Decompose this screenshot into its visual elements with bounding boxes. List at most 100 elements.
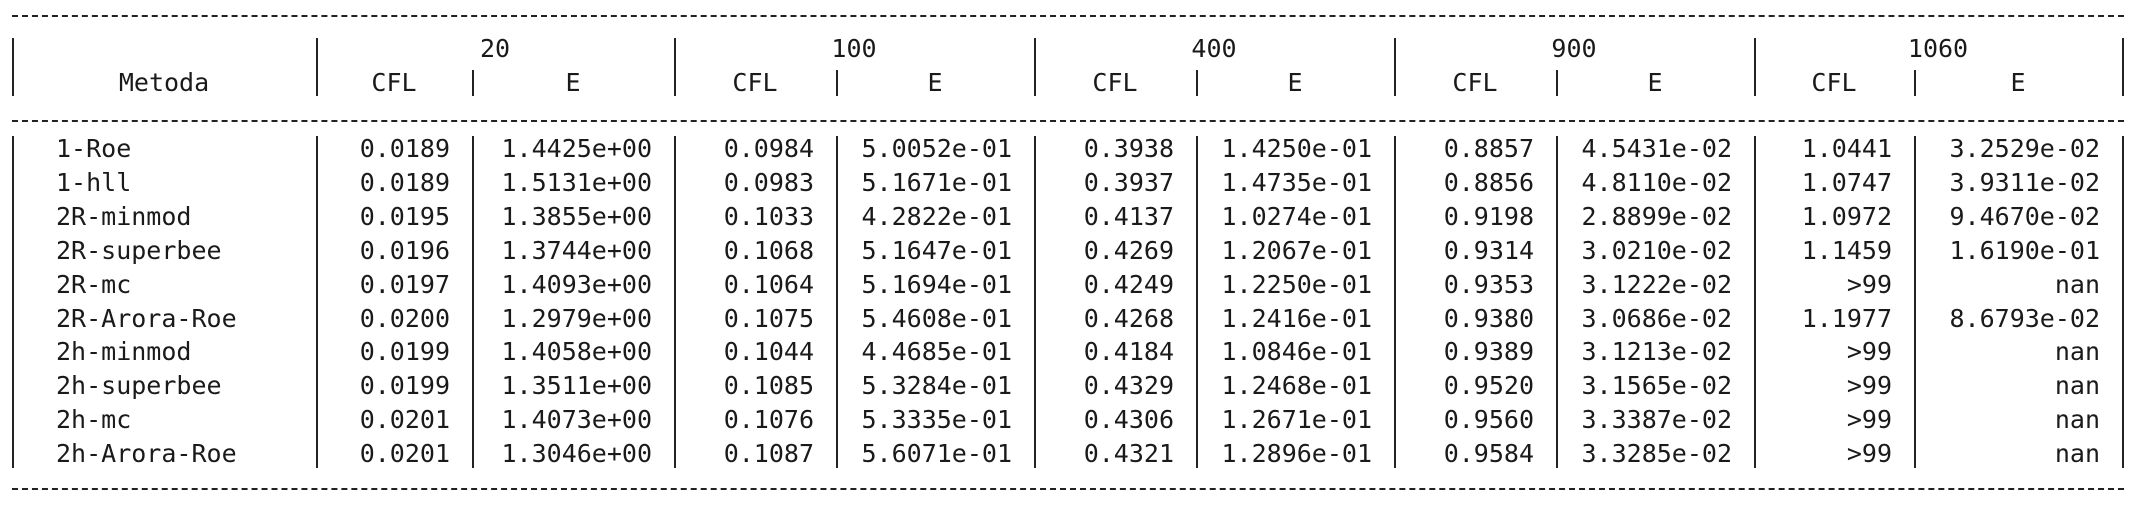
e-value: 8.6793e-02 (1949, 303, 2100, 333)
cfl-value: 0.9380 (1443, 303, 1534, 333)
e-value: 1.3511e+00 (501, 371, 652, 401)
cfl-value: 0.9314 (1443, 235, 1534, 265)
e-value: 5.1647e-01 (861, 235, 1012, 265)
cfl-value: >99 (1846, 405, 1892, 435)
e-value: 1.4425e+00 (501, 134, 652, 163)
e-value: 3.1213e-02 (1581, 337, 1732, 367)
header-column-bar (1754, 38, 1756, 96)
e-value: 1.4073e+00 (501, 405, 652, 435)
body-column-bar (1914, 136, 1916, 468)
cfl-value: 0.0199 (359, 371, 450, 401)
cfl-value: 0.1033 (723, 201, 814, 231)
method-cell: 2h-Arora-Roe (56, 439, 237, 469)
e-value: 5.4608e-01 (861, 303, 1012, 333)
e-value: nan (2054, 439, 2100, 469)
e-value: 1.2250e-01 (1221, 269, 1372, 299)
cfl-value: 0.8856 (1443, 167, 1534, 197)
group-header-20: 20 (479, 34, 511, 63)
cfl-value: 0.1076 (723, 405, 814, 435)
e-value: 3.0686e-02 (1581, 303, 1732, 333)
cfl-value: 0.0201 (359, 439, 450, 469)
e-value: 2.8899e-02 (1581, 201, 1732, 231)
cfl-value: 0.4249 (1083, 269, 1174, 299)
header-column-bar (1034, 38, 1036, 96)
cfl-value: 0.1087 (723, 439, 814, 469)
cfl-value: 0.8857 (1443, 134, 1534, 163)
e-value: 5.6071e-01 (861, 439, 1012, 469)
cfl-value: 0.4137 (1083, 201, 1174, 231)
body-column-bar (2122, 136, 2124, 468)
cfl-value: >99 (1846, 371, 1892, 401)
e-value: 1.4093e+00 (501, 269, 652, 299)
cfl-value: 0.0195 (359, 201, 450, 231)
header-column-bar (1394, 38, 1396, 96)
e-value: 3.2529e-02 (1949, 134, 2100, 163)
body-column-bar (1754, 136, 1756, 468)
cfl-value: >99 (1846, 269, 1892, 299)
e-column-header: E (2010, 68, 2026, 97)
cfl-column-header: CFL (1092, 68, 1138, 97)
e-value: 4.8110e-02 (1581, 167, 1732, 197)
cfl-value: 0.1075 (723, 303, 814, 333)
e-value: 1.2468e-01 (1221, 371, 1372, 401)
e-value: 1.2067e-01 (1221, 235, 1372, 265)
group-header-100: 100 (831, 34, 877, 63)
group-header-900: 900 (1551, 34, 1597, 63)
e-value: 3.0210e-02 (1581, 235, 1732, 265)
e-value: 4.4685e-01 (861, 337, 1012, 367)
cfl-column-header: CFL (1452, 68, 1498, 97)
header-column-bar (316, 38, 318, 96)
cfl-value: 0.9353 (1443, 269, 1534, 299)
group-header-400: 400 (1191, 34, 1237, 63)
e-value: 5.3335e-01 (861, 405, 1012, 435)
cfl-value: 0.9584 (1443, 439, 1534, 469)
cfl-value: 0.1085 (723, 371, 814, 401)
e-value: 1.3855e+00 (501, 201, 652, 231)
method-cell: 1-hll (56, 167, 132, 197)
cfl-value: 0.1068 (723, 235, 814, 265)
e-value: 1.2416e-01 (1221, 303, 1372, 333)
body-column-bar (674, 136, 676, 468)
method-cell: 2h-mc (56, 405, 132, 435)
method-column-header: Metoda (118, 68, 210, 97)
e-value: 3.1565e-02 (1581, 371, 1732, 401)
header-sub-bar (472, 70, 474, 96)
header-sub-bar (1556, 70, 1558, 96)
cfl-value: 1.0441 (1801, 134, 1892, 163)
method-cell: 2h-minmod (56, 337, 192, 367)
e-value: 5.1694e-01 (861, 269, 1012, 299)
e-value: 1.5131e+00 (501, 167, 652, 197)
e-column-header: E (565, 68, 581, 97)
e-value: 4.2822e-01 (861, 201, 1012, 231)
cfl-column-header: CFL (1811, 68, 1857, 97)
e-value: 9.4670e-02 (1949, 201, 2100, 231)
cfl-value: 0.0197 (359, 269, 450, 299)
e-column-header: E (927, 68, 943, 97)
e-value: 3.3285e-02 (1581, 439, 1732, 469)
e-value: 1.2979e+00 (501, 303, 652, 333)
header-rule (12, 120, 2124, 122)
cfl-value: 0.4321 (1083, 439, 1174, 469)
e-value: 1.2671e-01 (1221, 405, 1372, 435)
cfl-value: 1.0972 (1801, 201, 1892, 231)
cfl-value: 0.4269 (1083, 235, 1174, 265)
cfl-value: 0.0201 (359, 405, 450, 435)
top-rule (12, 15, 2124, 17)
cfl-value: 0.4268 (1083, 303, 1174, 333)
cfl-value: 0.3938 (1083, 134, 1174, 163)
cfl-value: >99 (1846, 337, 1892, 367)
cfl-value: 0.1064 (723, 269, 814, 299)
cfl-value: 0.1044 (723, 337, 814, 367)
e-value: 1.0846e-01 (1221, 337, 1372, 367)
cfl-value: 0.0196 (359, 235, 450, 265)
body-column-bar (472, 136, 474, 468)
e-value: 5.0052e-01 (861, 134, 1012, 163)
body-column-bar (1394, 136, 1396, 468)
e-value: 3.1222e-02 (1581, 269, 1732, 299)
e-value: 3.3387e-02 (1581, 405, 1732, 435)
cfl-value: 0.9520 (1443, 371, 1534, 401)
e-value: 3.9311e-02 (1949, 167, 2100, 197)
e-value: 4.5431e-02 (1581, 134, 1732, 163)
e-value: nan (2054, 405, 2100, 435)
cfl-value: 0.4184 (1083, 337, 1174, 367)
